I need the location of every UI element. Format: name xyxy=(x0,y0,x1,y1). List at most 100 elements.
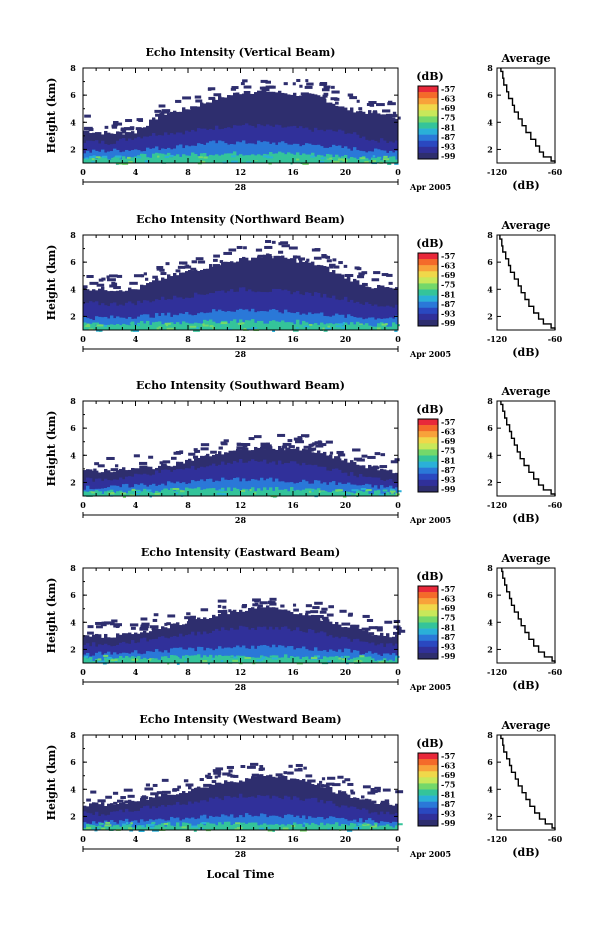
heatmap-cell xyxy=(360,157,366,160)
heatmap-cell xyxy=(164,299,168,330)
heatmap-cell xyxy=(158,818,162,830)
y-axis-label: Height (km) xyxy=(45,745,58,821)
heatmap-cell xyxy=(230,627,234,663)
profile-y-tick-label: 2 xyxy=(487,644,493,654)
heatmap-cell xyxy=(224,629,228,663)
heatmap-cell xyxy=(188,298,192,330)
heatmap-cell xyxy=(332,803,336,830)
heatmap-cell xyxy=(266,154,270,163)
x-tick-label: 12 xyxy=(235,667,246,677)
heatmap-cell xyxy=(263,153,267,163)
heatmap-cell xyxy=(179,489,183,496)
heatmap-cell xyxy=(149,491,153,496)
heatmap-cell xyxy=(294,440,304,444)
heatmap-cell xyxy=(347,133,351,163)
y-tick-label: 2 xyxy=(70,811,76,821)
heatmap-cell xyxy=(185,145,189,163)
heatmap-cell xyxy=(339,493,344,496)
heatmap-cell xyxy=(287,646,291,663)
heatmap-cell xyxy=(179,461,184,465)
heatmap-cell xyxy=(83,285,88,289)
heatmap-cell xyxy=(350,322,354,330)
colorbar-swatch xyxy=(418,640,438,648)
heatmap-cell xyxy=(152,651,156,663)
heatmap-cell xyxy=(326,316,330,330)
heatmap-cell xyxy=(83,480,87,496)
heatmap-cell xyxy=(290,824,294,830)
y-tick-label: 8 xyxy=(70,63,76,73)
heatmap-cell xyxy=(158,321,162,330)
heatmap-cell xyxy=(110,159,114,163)
heatmap-cell xyxy=(116,274,123,278)
heatmap-cell xyxy=(391,491,394,494)
heatmap-cell xyxy=(362,656,366,663)
heatmap-cell xyxy=(359,138,363,163)
heatmap-cell xyxy=(128,811,132,830)
x-tick-label: 20 xyxy=(340,334,352,344)
heatmap-cell xyxy=(165,324,169,327)
colorbar-swatch xyxy=(418,265,438,272)
date-month-year: Apr 2005 xyxy=(409,682,451,692)
heatmap-cell xyxy=(310,155,315,158)
heatmap-cell xyxy=(353,457,362,461)
heatmap-cell xyxy=(272,153,276,163)
profile-title: Average xyxy=(500,719,550,732)
heatmap-cell xyxy=(389,317,393,330)
heatmap-cell xyxy=(392,156,396,163)
heatmap-cell xyxy=(106,275,110,279)
heatmap-cell xyxy=(337,156,341,159)
heatmap-cell xyxy=(221,325,224,328)
heatmap-cell xyxy=(338,657,342,663)
heatmap-cell xyxy=(146,651,150,663)
heatmap-cell xyxy=(320,822,324,830)
heatmap-cell xyxy=(101,324,105,330)
heatmap-cell xyxy=(293,483,297,496)
heatmap-cell xyxy=(339,609,347,613)
heatmap-cell xyxy=(305,314,309,330)
heatmap-cell xyxy=(222,605,227,609)
heatmap-cell xyxy=(130,626,136,630)
heatmap-cell xyxy=(329,800,333,830)
heatmap-cell xyxy=(296,648,300,663)
heatmap-cell xyxy=(92,491,96,496)
heatmap-cell xyxy=(350,658,354,663)
heatmap-cell xyxy=(141,825,145,828)
heatmap-cell xyxy=(243,328,246,331)
heatmap-cell xyxy=(127,794,135,798)
heatmap-cell xyxy=(267,601,276,605)
heatmap-cell xyxy=(240,765,246,768)
heatmap-cell xyxy=(185,804,189,830)
heatmap-cell xyxy=(315,614,324,618)
heatmap-cell xyxy=(299,829,307,832)
heatmap-cell xyxy=(134,650,138,663)
heatmap-cell xyxy=(128,490,132,496)
heatmap-cell xyxy=(258,767,264,771)
heatmap-cell xyxy=(221,814,225,830)
heatmap-cell xyxy=(190,106,198,110)
heatmap-cell xyxy=(89,301,93,330)
heatmap-cell xyxy=(376,628,383,632)
heatmap-cell xyxy=(109,274,118,278)
heatmap-cell xyxy=(131,640,135,663)
heatmap-cell xyxy=(299,155,303,163)
heatmap-cell xyxy=(149,659,153,663)
heatmap-cell xyxy=(316,161,320,164)
heatmap-cell xyxy=(162,158,170,161)
heatmap-cell xyxy=(359,490,363,496)
heatmap-cell xyxy=(116,491,120,496)
heatmap-cell xyxy=(300,92,309,96)
heatmap-cell xyxy=(196,326,199,329)
heatmap-cell xyxy=(314,156,318,163)
heatmap-cell xyxy=(263,796,267,830)
heatmap-cell xyxy=(260,490,264,496)
heatmap-cell xyxy=(350,626,359,630)
heatmap-cell xyxy=(230,320,234,330)
heatmap-cell xyxy=(150,792,159,796)
heatmap-cell xyxy=(368,824,372,830)
heatmap-cell xyxy=(214,328,219,331)
heatmap-cell xyxy=(170,299,174,330)
heatmap-cell xyxy=(84,126,93,130)
heatmap-cell xyxy=(288,824,291,827)
heatmap-cell xyxy=(83,827,87,830)
heatmap-cell xyxy=(161,636,165,663)
